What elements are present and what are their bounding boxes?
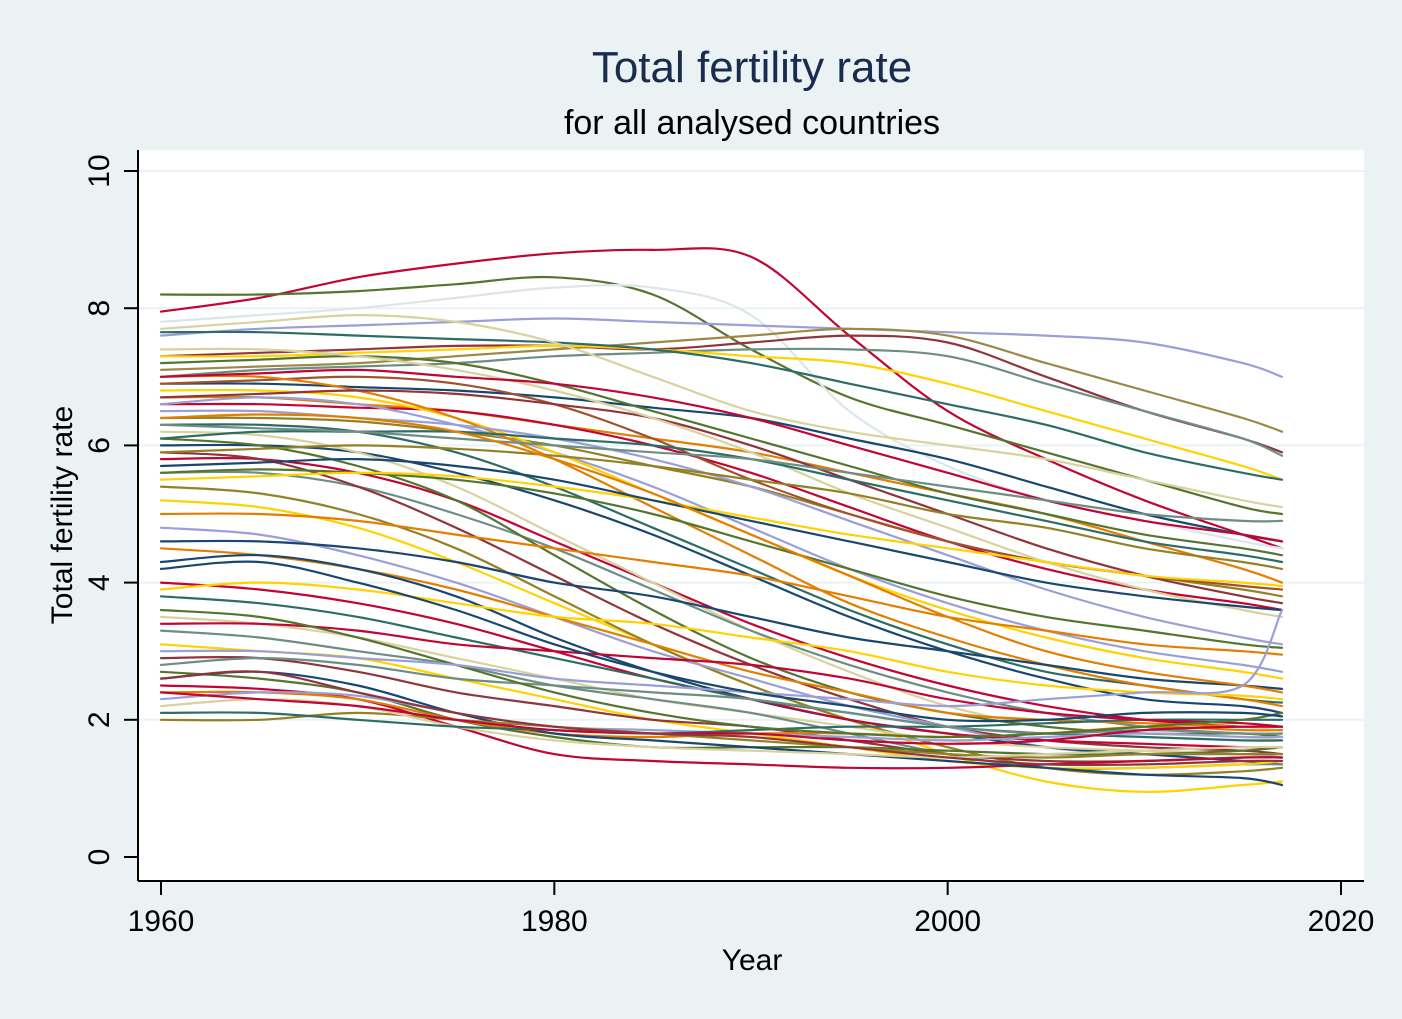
series-line	[159, 314, 1284, 509]
series-line	[159, 691, 1284, 745]
series-line	[159, 512, 1284, 656]
y-tick-label: 10	[83, 154, 116, 187]
series-line	[159, 330, 1284, 481]
y-tick-label: 2	[83, 711, 116, 728]
plot-area	[138, 150, 1364, 881]
series-line	[159, 423, 1284, 523]
x-tick-label: 1980	[521, 905, 588, 938]
series-line	[159, 457, 1284, 612]
x-tick-label: 2000	[914, 905, 981, 938]
series-line	[159, 347, 1284, 618]
series-line	[159, 247, 1284, 550]
x-tick-label: 1960	[128, 905, 195, 938]
x-tick-label: 2020	[1308, 905, 1375, 938]
series-line	[159, 317, 1284, 378]
y-tick-label: 0	[83, 849, 116, 866]
series-line	[159, 711, 1284, 759]
series-line	[159, 327, 1284, 433]
series-line	[159, 347, 1284, 457]
series-line	[159, 608, 1284, 739]
series-line	[159, 670, 1284, 787]
series-line	[159, 539, 1284, 690]
y-tick-label: 6	[83, 437, 116, 454]
x-axis-label: Year	[722, 944, 783, 977]
series-line	[159, 595, 1284, 742]
series-line	[159, 622, 1284, 728]
series-line	[159, 444, 1284, 570]
series-line	[159, 396, 1284, 673]
chart-title: Total fertility rate	[592, 43, 912, 92]
series-lines	[159, 247, 1284, 793]
y-tick-label: 8	[83, 300, 116, 317]
series-line	[159, 560, 1284, 723]
series-line	[159, 451, 1284, 756]
series-line	[159, 344, 1284, 481]
series-line	[159, 670, 1284, 767]
chart-subtitle: for all analysed countries	[564, 104, 940, 142]
y-tick-label: 4	[83, 574, 116, 591]
axes: 0 2 4 6 8 10 1960 1980 2000 2020	[83, 150, 1374, 938]
series-line	[159, 471, 1284, 588]
series-line	[159, 413, 1284, 694]
y-axis-label: Total fertility rate	[46, 406, 79, 624]
series-line	[159, 368, 1284, 543]
